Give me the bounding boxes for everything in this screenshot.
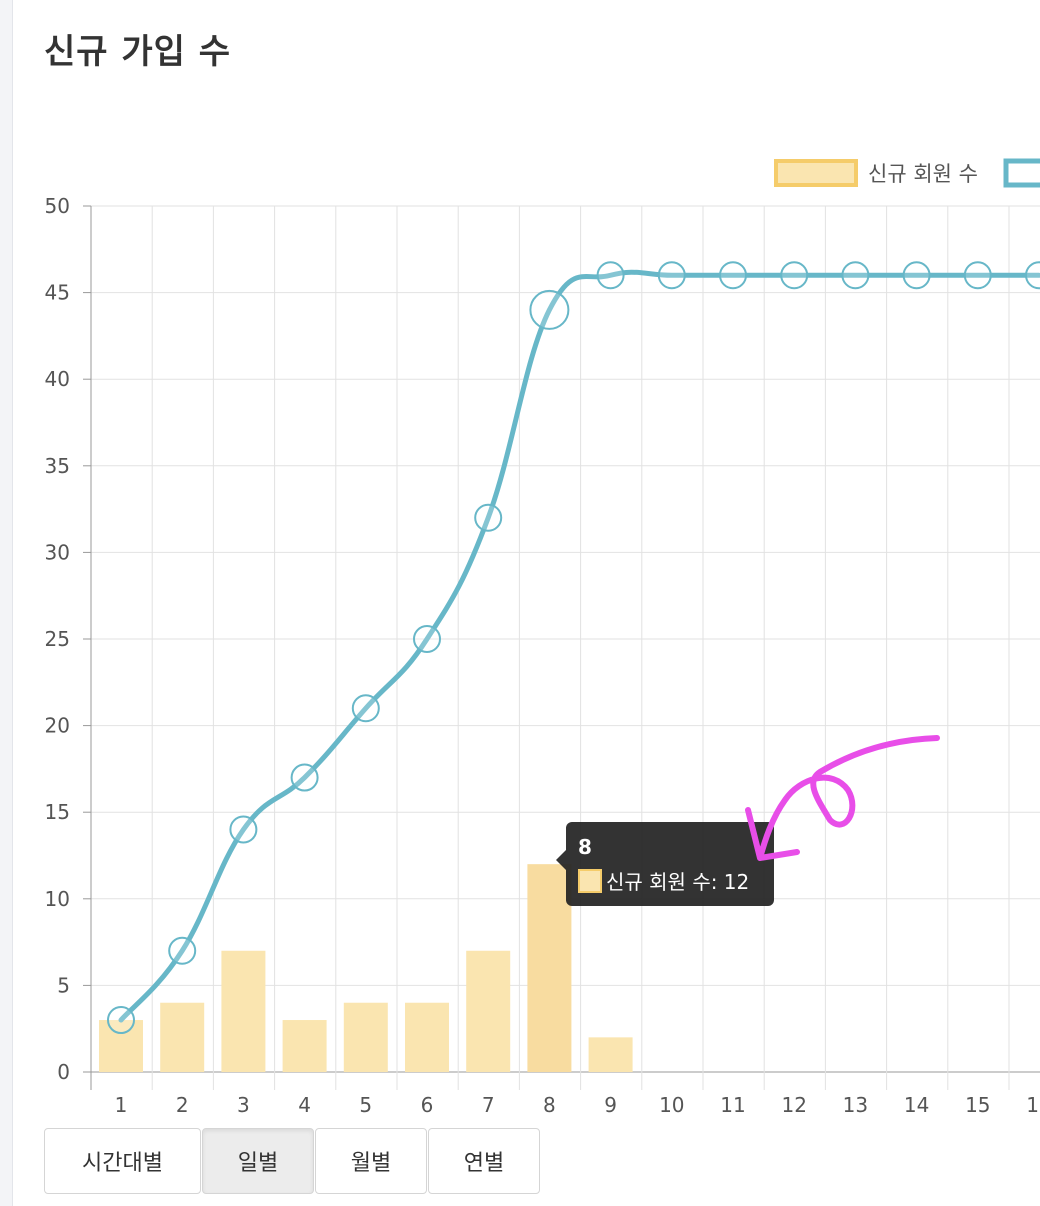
line-point[interactable] <box>229 815 258 844</box>
daily-button[interactable]: 일별 <box>202 1128 314 1194</box>
x-tick-label: 9 <box>604 1093 617 1117</box>
bar[interactable] <box>282 1020 327 1072</box>
bar[interactable] <box>343 1002 388 1072</box>
x-tick-label: 11 <box>720 1093 745 1117</box>
x-tick-label: 10 <box>659 1093 684 1117</box>
y-tick-label: 5 <box>57 973 70 997</box>
x-tick-label: 2 <box>176 1093 189 1117</box>
line-point[interactable] <box>963 261 992 290</box>
line-point[interactable] <box>596 261 625 290</box>
y-tick-label: 45 <box>45 281 70 305</box>
tooltip: 8 신규 회원 수: 12 <box>556 822 774 906</box>
period-button-group: 시간대별 일별 월별 연별 <box>44 1128 541 1194</box>
x-tick-label: 1 <box>115 1093 128 1117</box>
tooltip-title: 8 <box>578 835 592 859</box>
y-tick-label: 15 <box>45 800 70 824</box>
legend-swatch-line <box>1003 158 1040 188</box>
line-point[interactable] <box>841 261 870 290</box>
y-tick-label: 0 <box>57 1060 70 1084</box>
line-point[interactable] <box>290 763 319 792</box>
x-tick-label: 13 <box>843 1093 868 1117</box>
bar[interactable] <box>221 950 266 1072</box>
line-point[interactable] <box>168 936 197 965</box>
x-tick-label: 14 <box>904 1093 929 1117</box>
line-point[interactable] <box>107 1006 135 1035</box>
hourly-button[interactable]: 시간대별 <box>44 1128 201 1194</box>
monthly-button[interactable]: 월별 <box>315 1128 427 1194</box>
annotation-arrow <box>745 735 940 861</box>
line-point[interactable] <box>413 625 441 653</box>
y-tick-label: 25 <box>45 627 70 651</box>
x-tick-label: 3 <box>237 1093 250 1117</box>
x-tick-label: 12 <box>781 1093 806 1117</box>
x-tick-label: 15 <box>965 1093 990 1117</box>
bar[interactable] <box>527 864 572 1072</box>
x-tick-label: 7 <box>482 1093 495 1117</box>
y-tick-label: 30 <box>45 540 70 564</box>
y-tick-label: 20 <box>45 714 70 738</box>
legend-label-bars: 신규 회원 수 <box>868 162 978 186</box>
y-tick-label: 40 <box>45 367 70 391</box>
tooltip-label: 신규 회원 수: 12 <box>606 870 749 894</box>
left-border <box>0 0 13 1206</box>
line-point[interactable] <box>780 261 809 290</box>
line-point[interactable] <box>474 503 503 532</box>
y-tick-label: 50 <box>45 194 70 218</box>
yearly-button[interactable]: 연별 <box>428 1128 540 1194</box>
bar[interactable] <box>99 1020 143 1072</box>
line-point[interactable] <box>657 261 686 290</box>
line-point[interactable] <box>1025 261 1040 290</box>
bar[interactable] <box>588 1037 633 1072</box>
y-tick-label: 10 <box>45 887 70 911</box>
x-tick-label: 6 <box>421 1093 434 1117</box>
bar[interactable] <box>160 1002 205 1072</box>
line-point[interactable] <box>719 261 747 290</box>
page-title: 신규 가입 수 <box>44 32 232 72</box>
cumulative-line <box>118 269 1040 1023</box>
bar[interactable] <box>466 950 511 1072</box>
line-point[interactable] <box>529 289 570 330</box>
line-point[interactable] <box>902 261 931 290</box>
line-point[interactable] <box>351 694 380 723</box>
bar[interactable] <box>405 1002 449 1072</box>
tooltip-swatch <box>578 869 602 893</box>
x-tick-label: 4 <box>298 1093 311 1117</box>
legend-swatch-bars <box>774 159 858 187</box>
y-tick-label: 35 <box>45 454 70 478</box>
x-tick-label: 8 <box>543 1093 556 1117</box>
x-tick-label: 5 <box>359 1093 372 1117</box>
x-tick-label: 16 <box>1026 1093 1040 1117</box>
